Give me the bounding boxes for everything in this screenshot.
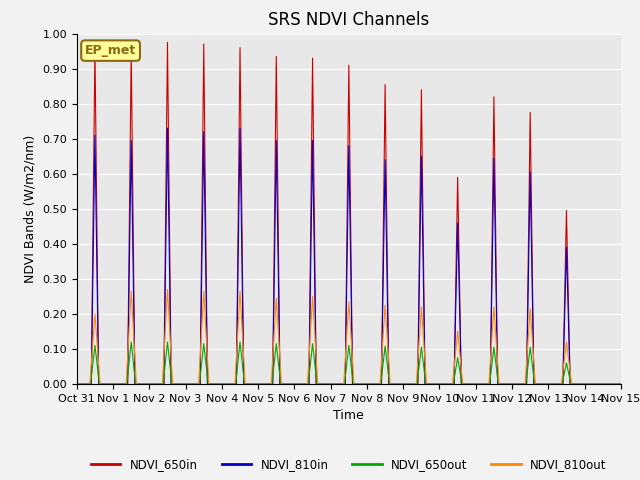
NDVI_650out [501, 381, 509, 387]
X-axis label: Time: Time [333, 409, 364, 422]
Line: NDVI_810out: NDVI_810out [77, 289, 621, 384]
NDVI_650in [73, 381, 81, 387]
NDVI_810out [276, 366, 284, 372]
NDVI_810out [424, 381, 431, 387]
NDVI_650in [189, 381, 197, 387]
NDVI_810out [615, 381, 623, 387]
NDVI_650out [184, 381, 191, 387]
NDVI_810in [615, 381, 623, 387]
NDVI_810out [73, 381, 81, 387]
NDVI_810in [424, 381, 431, 387]
Line: NDVI_810in: NDVI_810in [77, 128, 621, 384]
NDVI_650in [276, 381, 284, 387]
NDVI_810out [184, 381, 191, 387]
Line: NDVI_650in: NDVI_650in [77, 42, 621, 384]
NDVI_810in [276, 381, 284, 387]
NDVI_650out [615, 381, 623, 387]
NDVI_650out [617, 381, 625, 387]
NDVI_650in [184, 381, 191, 387]
NDVI_650out [73, 381, 81, 387]
NDVI_810out [189, 381, 197, 387]
NDVI_650in [164, 39, 172, 45]
NDVI_810in [184, 381, 191, 387]
NDVI_650in [501, 381, 509, 387]
NDVI_810in [617, 381, 625, 387]
NDVI_650out [276, 380, 284, 385]
NDVI_650out [189, 381, 197, 387]
NDVI_810in [501, 381, 509, 387]
Text: EP_met: EP_met [85, 44, 136, 57]
NDVI_650in [424, 381, 431, 387]
NDVI_810in [164, 125, 172, 131]
NDVI_810out [164, 287, 172, 292]
Line: NDVI_650out: NDVI_650out [77, 342, 621, 384]
Y-axis label: NDVI Bands (W/m2/nm): NDVI Bands (W/m2/nm) [24, 135, 36, 283]
NDVI_650in [615, 381, 623, 387]
NDVI_810in [189, 381, 197, 387]
NDVI_810out [617, 381, 625, 387]
NDVI_650out [127, 339, 135, 345]
NDVI_810out [501, 381, 509, 387]
Title: SRS NDVI Channels: SRS NDVI Channels [268, 11, 429, 29]
NDVI_650in [617, 381, 625, 387]
Legend: NDVI_650in, NDVI_810in, NDVI_650out, NDVI_810out: NDVI_650in, NDVI_810in, NDVI_650out, NDV… [86, 454, 611, 476]
NDVI_810in [73, 381, 81, 387]
NDVI_650out [424, 381, 431, 387]
